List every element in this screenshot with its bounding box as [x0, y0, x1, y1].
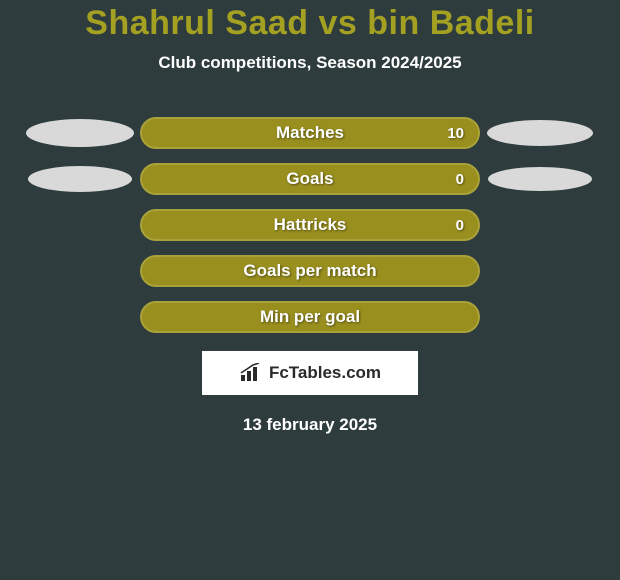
stat-label: Min per goal	[260, 307, 360, 327]
stat-label: Goals	[286, 169, 333, 189]
player-marker-left-0	[26, 119, 134, 147]
stat-value: 0	[456, 171, 464, 188]
stat-label: Goals per match	[243, 261, 376, 281]
player-marker-left-1	[28, 166, 132, 192]
player-marker-right-0	[487, 120, 593, 146]
stat-row-hattricks: Hattricks 0	[0, 209, 620, 241]
logo-box: FcTables.com	[202, 351, 418, 395]
stat-value: 10	[447, 125, 464, 142]
stat-bar-hattricks: Hattricks 0	[140, 209, 480, 241]
left-ellipse-slot-1	[20, 166, 140, 192]
stat-row-gpm: Goals per match	[0, 255, 620, 287]
logo-text: FcTables.com	[269, 363, 381, 383]
stat-bar-matches: Matches 10	[140, 117, 480, 149]
stat-value: 0	[456, 217, 464, 234]
stat-bar-goals: Goals 0	[140, 163, 480, 195]
bar-chart-icon	[239, 363, 263, 383]
date-text: 13 february 2025	[0, 415, 620, 435]
infographic-container: Shahrul Saad vs bin Badeli Club competit…	[0, 0, 620, 435]
page-title: Shahrul Saad vs bin Badeli	[0, 4, 620, 43]
stat-bar-gpm: Goals per match	[140, 255, 480, 287]
right-ellipse-slot-0	[480, 120, 600, 146]
stat-row-matches: Matches 10	[0, 117, 620, 149]
subtitle: Club competitions, Season 2024/2025	[0, 53, 620, 73]
right-ellipse-slot-1	[480, 167, 600, 191]
stat-label: Hattricks	[274, 215, 347, 235]
stat-row-goals: Goals 0	[0, 163, 620, 195]
stat-label: Matches	[276, 123, 344, 143]
left-ellipse-slot-0	[20, 119, 140, 147]
stat-bar-mpg: Min per goal	[140, 301, 480, 333]
player-marker-right-1	[488, 167, 592, 191]
stat-row-mpg: Min per goal	[0, 301, 620, 333]
